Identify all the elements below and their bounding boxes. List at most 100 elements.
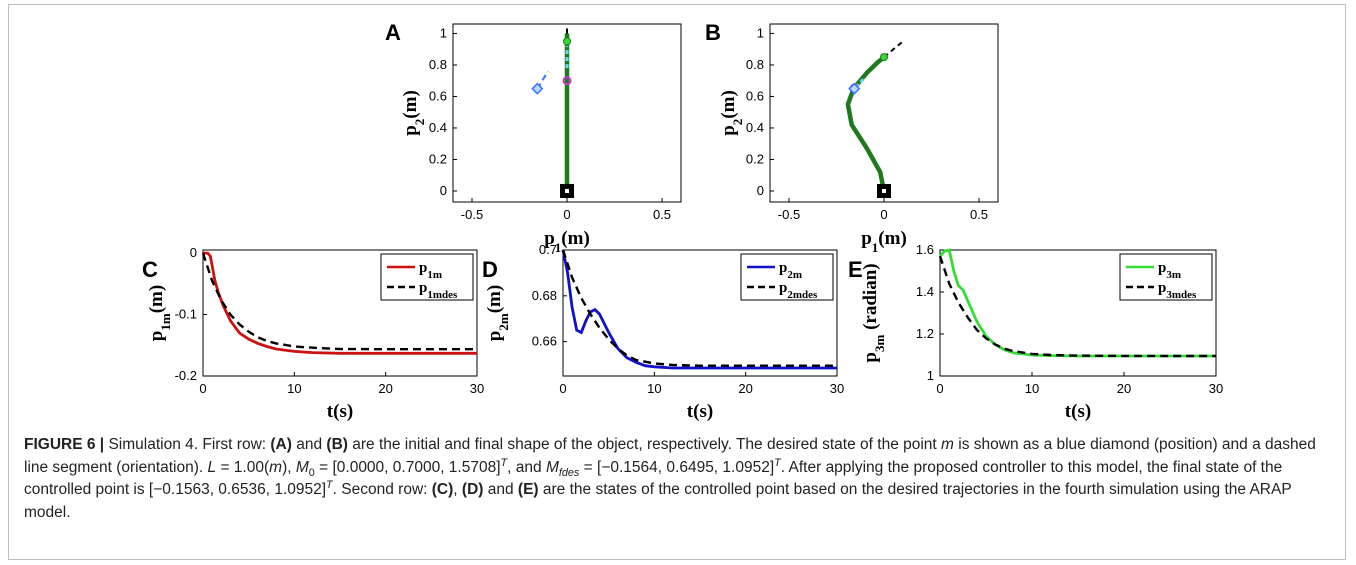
legend-label-p3mdes: p3mdes (1158, 280, 1197, 301)
panel-d-yticks: 0.66 0.68 0.7 (532, 242, 567, 349)
figure-caption: FIGURE 6 | Simulation 4. First row: (A) … (24, 434, 1334, 524)
panel-e-ylabel: p3m (radian) (860, 263, 887, 362)
caption-text: = [0.0000, 0.7000, 1.5708] (314, 458, 501, 476)
panel-a-xlabel: p1(m) (544, 228, 590, 255)
caption-math: L (207, 458, 217, 476)
panel-e-yticks: 1 1.2 1.4 1.6 (916, 242, 944, 383)
caption-math: m (941, 436, 954, 453)
caption-math: m (269, 458, 283, 476)
caption-text: and (291, 436, 327, 453)
caption-text: = 1.00( (216, 458, 270, 476)
panel-d-xtick-label: 10 (647, 381, 661, 396)
panel-d-marks (561, 249, 837, 370)
series-line-p1mdes (201, 252, 477, 351)
caption-text: . After applying the proposed controller… (24, 458, 1283, 499)
panel-c-ylabel: p1m(m) (146, 285, 173, 341)
caption-math-sub: fdes (558, 466, 580, 479)
panel-a-ytick-label: 1 (440, 25, 447, 40)
caption-text: Simulation 4. First row: (104, 436, 271, 453)
panel-a-ytick-label: 0 (440, 183, 447, 198)
caption-math-sup: T (500, 456, 508, 469)
desired-position-diamond (531, 82, 544, 95)
panel-b-yticks: 0 0.2 0.4 0.6 0.8 1 (746, 25, 774, 198)
panel-e-letter: E (848, 257, 863, 282)
caption-text: = [−0.1564, 0.6495, 1.0952] (579, 458, 775, 476)
panel-e-xticks: 0 10 20 30 (936, 372, 1223, 396)
panel-b-ytick-label: 0.8 (746, 57, 764, 72)
rod-shape-curve (845, 55, 887, 192)
panel-d-letter: D (482, 257, 498, 282)
caption-ref-c: (C) (431, 481, 454, 498)
panel-a-marks (531, 27, 574, 198)
caption-math: M (545, 458, 559, 476)
caption-math-sup: T (326, 478, 333, 491)
panel-e-marks (938, 248, 1216, 358)
caption-text: ), (282, 458, 296, 476)
panel-a-letter: A (385, 20, 401, 45)
panel-d-ylabel: p2m(m) (484, 285, 511, 341)
panel-d-legend-box (740, 253, 834, 301)
panel-c-xtick-label: 10 (287, 381, 301, 396)
panel-b-ytick-label: 0.6 (746, 88, 764, 103)
legend-label-p3m: p3m (1158, 260, 1181, 281)
panel-a-xtick-label: 0 (563, 207, 570, 222)
panel-c-ytick-label: -0.1 (175, 307, 197, 322)
panel-a-yticks: 0 0.2 0.4 0.6 0.8 1 (429, 25, 457, 198)
caption-ref-e: (E) (517, 481, 539, 498)
panel-c-letter: C (142, 257, 158, 282)
panel-e-ytick-label: 1.6 (916, 242, 934, 257)
caption-ref-d: (D) (461, 481, 484, 498)
fixed-base-center-dot (882, 188, 886, 193)
panel-c-xtick-label: 20 (378, 381, 392, 396)
panel-b-ytick-label: 1 (757, 25, 764, 40)
panel-e-xtick-label: 20 (1117, 381, 1131, 396)
series-line-p3mdes (938, 255, 1216, 358)
panel-b-marks (845, 40, 904, 198)
panel-a-xticks: -0.5 0 0.5 (461, 198, 671, 222)
panel-d-xlabel: t(s) (687, 401, 713, 422)
panel-b-axes-box (769, 23, 999, 203)
panel-b-xticks: -0.5 0 0.5 (778, 198, 988, 222)
panel-e-legend-box (1119, 253, 1213, 301)
panel-c-marks (201, 251, 477, 355)
panel-a-ytick-label: 0.2 (429, 151, 447, 166)
caption-math: M (295, 458, 309, 476)
caption-text: , (453, 481, 462, 498)
panel-b-ylabel: p2(m) (718, 90, 745, 136)
panel-e-ytick-label: 1.4 (916, 284, 934, 299)
caption-text: are the states of the controlled point b… (24, 481, 1292, 521)
legend-label-p2m: p2m (779, 260, 802, 281)
caption-text: are the initial and final shape of the o… (347, 436, 942, 453)
panel-c-xticks: 0 10 20 30 (199, 372, 484, 396)
caption-text: , and (507, 458, 546, 476)
figure-label: FIGURE 6 | (24, 436, 105, 453)
panel-a-xtick-label: 0.5 (653, 207, 671, 222)
panel-e-xtick-label: 30 (1209, 381, 1223, 396)
rod-tip-marker (880, 53, 888, 62)
panel-b-xtick-label: 0.5 (970, 207, 988, 222)
legend-label-p2mdes: p2mdes (779, 280, 818, 301)
panel-c-legend-box (380, 253, 474, 301)
panel-d-xtick-label: 0 (559, 381, 566, 396)
caption-math-sub: 0 (308, 466, 315, 479)
panel-a-xtick-label: -0.5 (461, 207, 483, 222)
panel-e-ytick-label: 1.2 (916, 326, 934, 341)
fixed-base-center-dot (565, 188, 569, 193)
panel-d-xticks: 0 10 20 30 (559, 372, 844, 396)
caption-ref-b: (B) (326, 436, 348, 453)
legend-label-p1m: p1m (419, 260, 442, 281)
panel-d-xtick-label: 20 (738, 381, 752, 396)
panel-b-letter: B (705, 20, 721, 45)
panel-d-ytick-label: 0.66 (532, 334, 557, 349)
panel-c-ytick-label: 0 (190, 245, 197, 260)
caption-math-sup: T (774, 456, 781, 469)
panel-c-yticks: -0.2 -0.1 0 (175, 245, 207, 383)
figure-frame (8, 4, 1346, 560)
panel-b-ytick-label: 0.2 (746, 151, 764, 166)
panel-a: A 0 0.2 0.4 0.6 0.8 1 -0.5 0 0.5 p1(m) p2(m) (385, 20, 682, 255)
panel-c-xtick-label: 30 (470, 381, 484, 396)
panel-b-xlabel: p1(m) (861, 228, 907, 255)
